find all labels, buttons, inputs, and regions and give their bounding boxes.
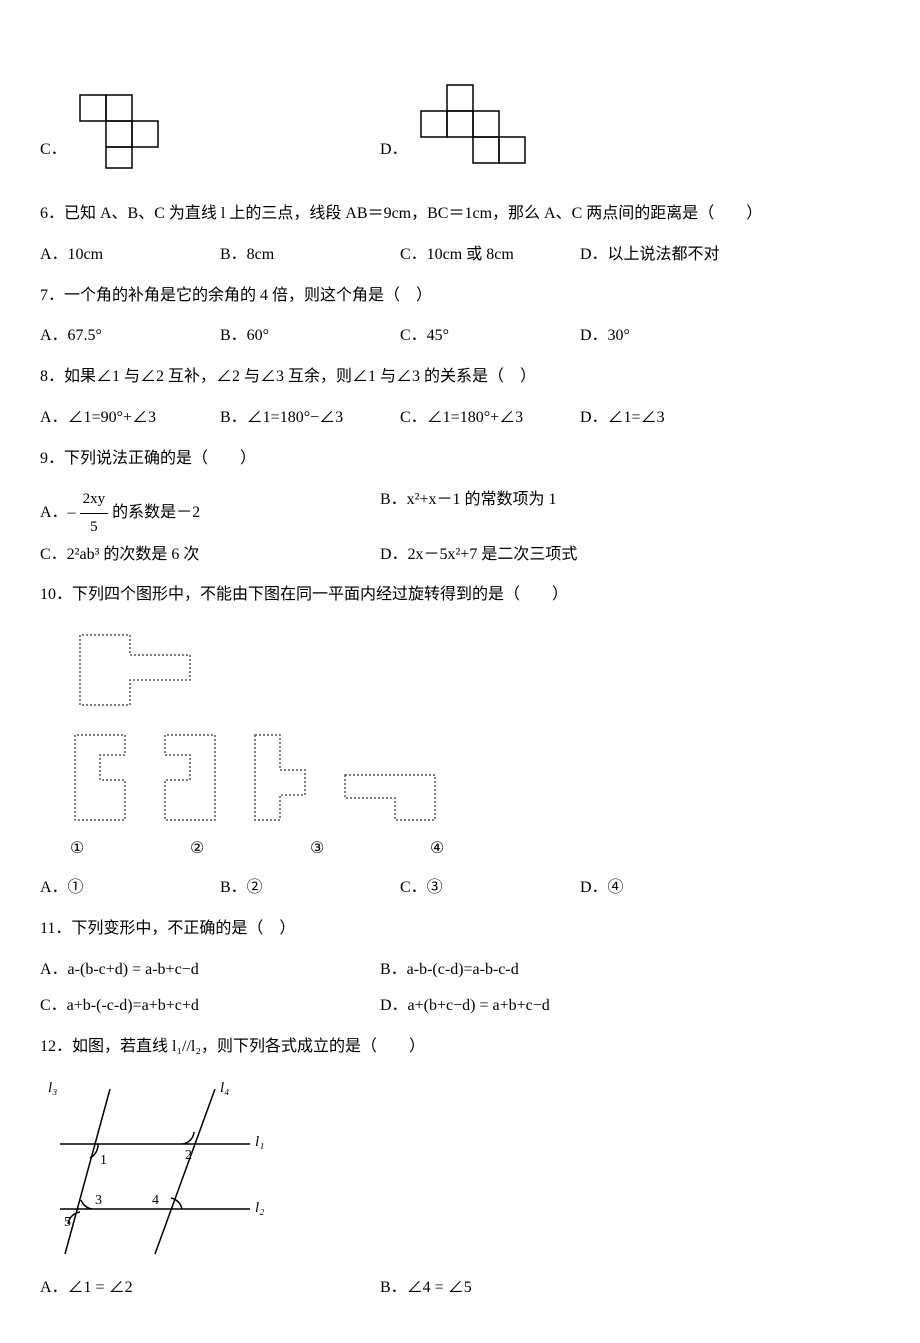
q7-options: A．67.5° B．60° C．45° D．30° <box>40 322 880 351</box>
q7-b: B．60° <box>220 322 400 351</box>
q7-c: C．45° <box>400 322 580 351</box>
q5-c-label: C． <box>40 136 67 165</box>
q10-d: D．④ <box>580 874 760 903</box>
q7-d: D．30° <box>580 322 760 351</box>
q8-d: D．∠1=∠3 <box>580 404 760 433</box>
angle-3: 3 <box>95 1193 102 1208</box>
q11-a: A．a-(b-c+d) = a-b+c−d <box>40 956 380 985</box>
q6-b: B．8cm <box>220 241 400 270</box>
q6-c: C．10cm 或 8cm <box>400 241 580 270</box>
q7-a: A．67.5° <box>40 322 220 351</box>
q10-b: B．② <box>220 874 400 903</box>
q10-options: A．① B．② C．③ D．④ <box>40 874 880 903</box>
q5-d-label: D． <box>380 136 408 165</box>
q8-b: B．∠1=180°−∠3 <box>220 404 400 433</box>
q10-l1: ① <box>70 835 130 864</box>
q10-l4: ④ <box>430 835 490 864</box>
label-l3: l₃ <box>48 1080 57 1096</box>
q9-c: C．2²ab³ 的次数是 6 次 <box>40 541 380 570</box>
q10-text: 10．下列四个图形中，不能由下图在同一平面内经过旋转得到的是（ ） <box>40 581 880 610</box>
q9-b: B．x²+x－1 的常数项为 1 <box>380 486 720 541</box>
q10-shapes <box>70 730 880 830</box>
q12-b: B．∠4 = ∠5 <box>380 1274 720 1303</box>
q10-shape3 <box>250 730 320 830</box>
q6-a: A．10cm <box>40 241 220 270</box>
q8-c: C．∠1=180°+∠3 <box>400 404 580 433</box>
q10-a: A．① <box>40 874 220 903</box>
q12-diagram: l₃ l₄ l₁ l₂ 1 2 3 4 5 <box>40 1074 270 1264</box>
q8-options: A．∠1=90°+∠3 B．∠1=180°−∠3 C．∠1=180°+∠3 D．… <box>40 404 880 433</box>
q10-labels: ① ② ③ ④ <box>70 835 880 864</box>
q10-l2: ② <box>190 835 250 864</box>
q10-shape2 <box>160 730 230 830</box>
q11-text: 11．下列变形中，不正确的是（ ） <box>40 915 880 944</box>
q9-a: A．– 2xy5 的系数是－2 <box>40 486 380 541</box>
q9-text: 9．下列说法正确的是（ ） <box>40 445 880 474</box>
q11-row2: C．a+b-(-c-d)=a+b+c+d D．a+(b+c−d) = a+b+c… <box>40 992 880 1021</box>
q6-d: D．以上说法都不对 <box>580 241 760 270</box>
q6-text: 6．已知 A、B、C 为直线 l 上的三点，线段 AB＝9cm，BC＝1cm，那… <box>40 200 880 229</box>
q9-frac: 2xy5 <box>80 486 109 541</box>
label-l1: l₁ <box>255 1134 264 1150</box>
q5-options-cd: C． D． <box>40 80 880 170</box>
q8-text: 8．如果∠1 与∠2 互补，∠2 与∠3 互余，则∠1 与∠3 的关系是（ ） <box>40 363 880 392</box>
q11-c: C．a+b-(-c-d)=a+b+c+d <box>40 992 380 1021</box>
q11-row1: A．a-(b-c+d) = a-b+c−d B．a-b-(c-d)=a-b-c-… <box>40 956 880 985</box>
angle-1: 1 <box>100 1153 107 1168</box>
q8-a: A．∠1=90°+∠3 <box>40 404 220 433</box>
q10-ref-shape <box>70 625 200 715</box>
q12-a: A．∠1 = ∠2 <box>40 1274 380 1303</box>
q10-c: C．③ <box>400 874 580 903</box>
q12-text: 12．如图，若直线 l₁//l₂，则下列各式成立的是（ ） <box>40 1033 880 1062</box>
q9-d: D．2x－5x²+7 是二次三项式 <box>380 541 720 570</box>
q12-options: A．∠1 = ∠2 B．∠4 = ∠5 <box>40 1274 880 1303</box>
q10-shape4 <box>340 770 450 830</box>
q9-row2: C．2²ab³ 的次数是 6 次 D．2x－5x²+7 是二次三项式 <box>40 541 880 570</box>
angle-5: 5 <box>64 1215 71 1230</box>
q7-text: 7．一个角的补角是它的余角的 4 倍，则这个角是（ ） <box>40 282 880 311</box>
q9-row1: A．– 2xy5 的系数是－2 B．x²+x－1 的常数项为 1 <box>40 486 880 541</box>
angle-4: 4 <box>152 1193 159 1208</box>
q6-options: A．10cm B．8cm C．10cm 或 8cm D．以上说法都不对 <box>40 241 880 270</box>
q5-c-shape <box>75 90 185 170</box>
label-l4: l₄ <box>220 1080 229 1096</box>
angle-2: 2 <box>185 1148 192 1163</box>
q11-d: D．a+(b+c−d) = a+b+c−d <box>380 992 720 1021</box>
label-l2: l₂ <box>255 1200 264 1216</box>
q10-shape1 <box>70 730 140 830</box>
q5-d-shape <box>416 80 536 170</box>
q10-l3: ③ <box>310 835 370 864</box>
q11-b: B．a-b-(c-d)=a-b-c-d <box>380 956 720 985</box>
